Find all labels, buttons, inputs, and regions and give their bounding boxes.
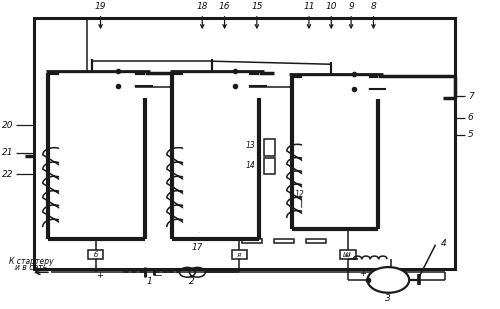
Bar	[232, 250, 248, 259]
Text: Я: Я	[386, 274, 391, 280]
Bar	[242, 239, 262, 243]
Text: —: —	[154, 272, 162, 281]
Bar	[264, 139, 275, 156]
Text: 17: 17	[192, 243, 203, 252]
Circle shape	[368, 267, 409, 293]
Text: б: б	[94, 252, 98, 257]
Text: я: я	[238, 252, 242, 257]
Text: 14: 14	[246, 161, 256, 170]
Bar	[340, 250, 355, 259]
Bar	[264, 158, 275, 174]
Bar	[274, 239, 294, 243]
Bar	[302, 201, 329, 206]
Text: Ш: Ш	[343, 252, 350, 258]
Bar	[306, 239, 326, 243]
Text: 16: 16	[219, 2, 230, 11]
Bar	[88, 250, 104, 259]
Text: 21: 21	[2, 148, 14, 158]
Text: 3: 3	[386, 294, 391, 303]
Text: 18: 18	[196, 2, 208, 11]
Text: 11: 11	[303, 2, 314, 11]
Text: 7: 7	[468, 92, 473, 101]
Text: 15: 15	[251, 2, 262, 11]
Text: 1: 1	[146, 277, 152, 286]
Text: 22: 22	[2, 170, 14, 179]
Text: 12: 12	[294, 190, 304, 199]
Bar	[184, 74, 248, 232]
Text: 4: 4	[440, 239, 446, 248]
Text: и в сеть: и в сеть	[15, 263, 47, 272]
Bar	[34, 18, 456, 269]
Text: 5: 5	[468, 130, 473, 139]
Text: 19: 19	[95, 2, 106, 11]
Text: 10: 10	[326, 2, 337, 11]
Text: 13: 13	[246, 141, 256, 150]
Text: 20: 20	[2, 121, 14, 130]
Text: ш: ш	[345, 252, 350, 257]
Text: 2: 2	[190, 277, 195, 286]
Bar	[60, 74, 134, 232]
Bar	[302, 77, 368, 223]
Text: +: +	[359, 269, 366, 278]
Text: 6: 6	[468, 113, 473, 122]
Text: 8: 8	[370, 2, 376, 11]
Text: +: +	[96, 272, 103, 281]
Text: К стартеру: К стартеру	[8, 257, 54, 266]
Text: 9: 9	[348, 2, 354, 11]
